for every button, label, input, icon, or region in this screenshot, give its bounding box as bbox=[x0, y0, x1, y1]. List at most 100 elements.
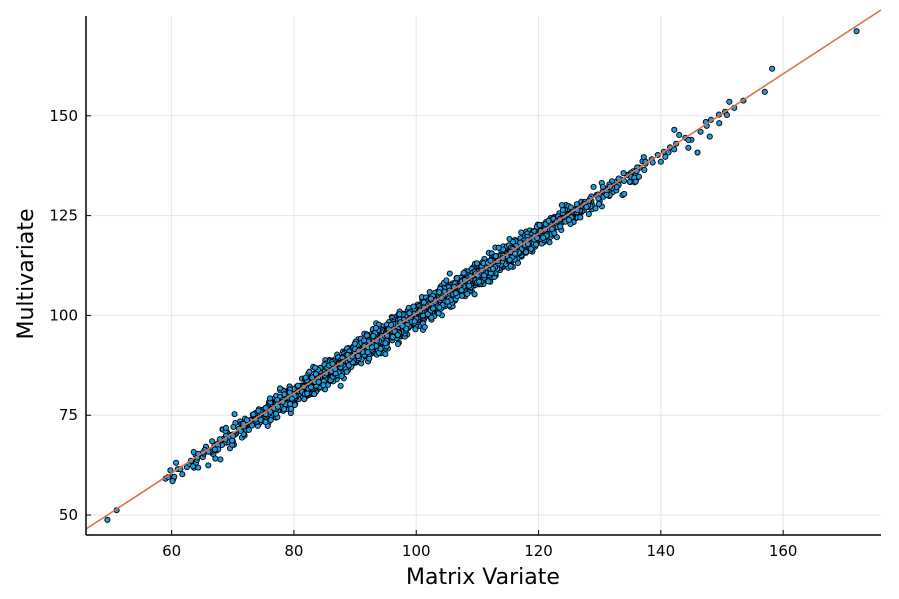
data-point bbox=[389, 333, 396, 341]
data-point bbox=[329, 360, 336, 367]
data-point bbox=[262, 404, 269, 411]
data-point bbox=[302, 374, 309, 381]
data-point bbox=[179, 471, 186, 478]
data-point bbox=[595, 195, 602, 202]
data-point bbox=[443, 277, 450, 284]
data-point bbox=[338, 373, 345, 380]
data-point bbox=[267, 416, 274, 424]
data-point bbox=[372, 324, 379, 332]
data-point bbox=[250, 411, 257, 418]
y-tick-label: 50 bbox=[59, 506, 78, 524]
x-tick-label: 60 bbox=[162, 542, 181, 560]
data-point bbox=[337, 382, 344, 389]
data-point bbox=[308, 384, 315, 391]
data-point bbox=[428, 295, 435, 302]
data-point bbox=[368, 344, 376, 351]
data-point bbox=[294, 382, 302, 389]
data-point bbox=[257, 416, 264, 423]
data-point bbox=[716, 120, 723, 127]
x-tick-label: 80 bbox=[284, 542, 303, 560]
data-point bbox=[573, 201, 580, 208]
data-point bbox=[421, 323, 428, 331]
data-point bbox=[507, 263, 514, 270]
data-point bbox=[288, 395, 295, 402]
data-point bbox=[222, 424, 229, 431]
data-point bbox=[620, 170, 627, 177]
data-point bbox=[394, 340, 402, 348]
data-point bbox=[412, 326, 419, 333]
data-point bbox=[706, 133, 713, 140]
data-point bbox=[320, 382, 327, 389]
data-point bbox=[410, 303, 417, 310]
data-point bbox=[388, 321, 395, 328]
data-point bbox=[444, 298, 451, 305]
data-point bbox=[436, 304, 443, 311]
y-tick-label: 75 bbox=[59, 406, 78, 424]
data-point bbox=[169, 478, 176, 485]
data-point bbox=[585, 210, 592, 218]
data-point bbox=[281, 406, 288, 413]
data-point bbox=[471, 291, 478, 298]
data-point bbox=[446, 270, 453, 277]
data-point bbox=[676, 131, 683, 139]
data-point bbox=[364, 349, 371, 356]
data-point bbox=[540, 234, 547, 241]
data-point bbox=[769, 65, 776, 72]
data-point bbox=[231, 411, 238, 418]
data-point bbox=[355, 352, 362, 359]
data-point bbox=[635, 173, 643, 180]
data-point bbox=[512, 250, 519, 257]
data-point bbox=[435, 310, 442, 317]
x-tick-label: 100 bbox=[402, 542, 431, 560]
data-point bbox=[458, 287, 465, 294]
data-point bbox=[532, 241, 540, 248]
data-point bbox=[626, 178, 633, 185]
data-point bbox=[277, 385, 284, 392]
data-point bbox=[510, 238, 517, 245]
data-point bbox=[243, 417, 250, 424]
data-point bbox=[304, 390, 311, 397]
data-point bbox=[671, 146, 678, 153]
data-point bbox=[487, 257, 494, 264]
data-point bbox=[473, 260, 480, 267]
data-point bbox=[557, 223, 564, 230]
plot-area bbox=[85, 9, 882, 530]
data-point bbox=[301, 396, 308, 403]
data-point bbox=[603, 191, 610, 198]
data-point bbox=[545, 217, 552, 224]
data-point bbox=[281, 391, 288, 398]
data-point bbox=[230, 423, 237, 431]
data-point bbox=[315, 378, 322, 386]
data-point bbox=[726, 98, 733, 105]
data-point bbox=[343, 368, 350, 375]
data-point bbox=[205, 462, 212, 469]
data-point bbox=[287, 400, 294, 408]
data-point bbox=[665, 149, 672, 156]
data-point bbox=[559, 206, 566, 213]
data-point bbox=[697, 128, 704, 135]
data-point bbox=[452, 290, 459, 297]
data-point bbox=[577, 214, 584, 221]
data-point bbox=[420, 299, 428, 306]
data-point bbox=[195, 464, 202, 471]
data-point bbox=[361, 337, 368, 344]
data-point bbox=[466, 282, 473, 289]
data-point bbox=[558, 202, 565, 209]
data-point bbox=[853, 28, 860, 35]
data-point bbox=[685, 144, 692, 151]
data-point bbox=[209, 438, 216, 445]
data-point bbox=[595, 200, 603, 207]
data-point bbox=[411, 318, 418, 325]
data-point bbox=[212, 455, 219, 462]
x-axis-title: Matrix Variate bbox=[406, 565, 560, 590]
data-point bbox=[189, 463, 197, 470]
data-point bbox=[394, 331, 401, 339]
data-point bbox=[761, 88, 768, 95]
data-point bbox=[565, 216, 572, 223]
data-point bbox=[621, 190, 628, 197]
data-point bbox=[567, 204, 574, 211]
data-point bbox=[266, 395, 273, 402]
data-point bbox=[632, 178, 639, 185]
data-point bbox=[255, 407, 262, 414]
